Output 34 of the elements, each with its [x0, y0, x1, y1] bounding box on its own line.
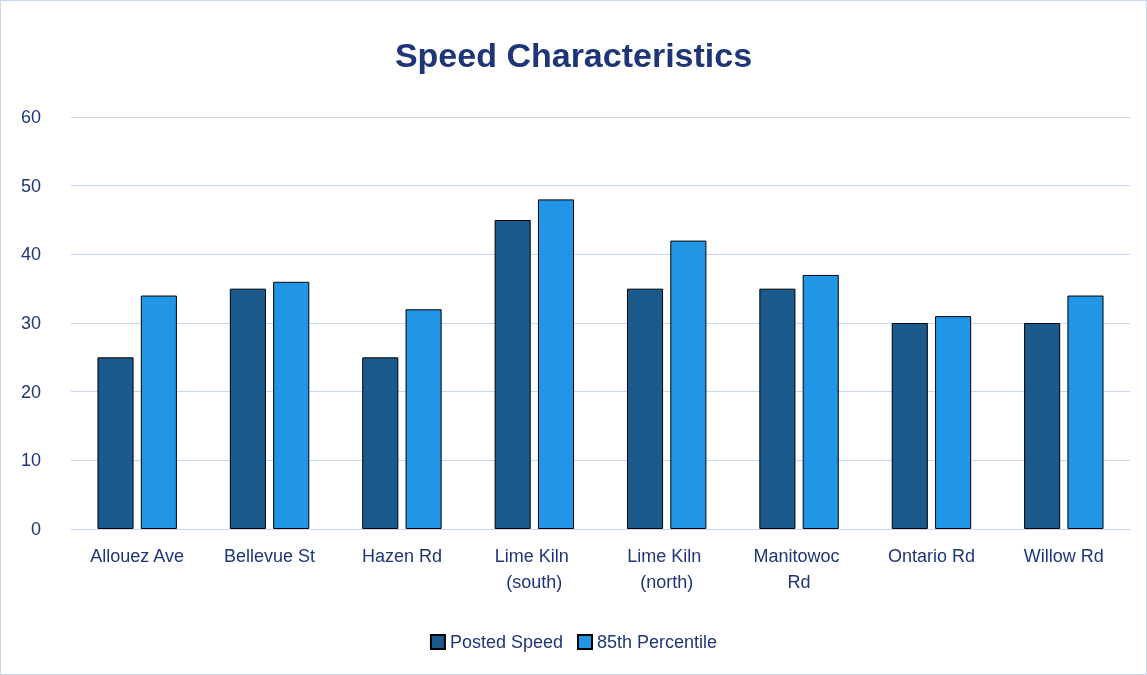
x-tick-label: Lime Kiln (north)	[627, 546, 707, 592]
bar	[1024, 323, 1061, 529]
x-tick-label: Allouez Ave	[90, 546, 185, 566]
bar	[891, 323, 928, 529]
bar	[229, 288, 266, 529]
y-tick-label: 10	[20, 450, 41, 471]
bar	[670, 240, 707, 529]
x-tick-label: Hazen Rd	[361, 546, 442, 566]
bar	[1067, 295, 1104, 529]
bar	[759, 288, 796, 529]
bar	[140, 295, 177, 529]
bar	[362, 357, 399, 529]
x-tick-label: Lime Kiln (south)	[494, 546, 574, 592]
x-tick-label: Ontario Rd	[887, 546, 975, 566]
y-tick-label: 60	[20, 107, 41, 127]
y-tick-label: 0	[30, 519, 41, 539]
bar	[273, 281, 310, 529]
legend-label: Posted Speed	[449, 632, 564, 652]
legend-label: 85th Percentile	[597, 632, 718, 652]
bar	[537, 199, 575, 529]
x-tick-label: Manitowoc Rd	[753, 546, 845, 592]
bar	[935, 316, 972, 529]
bar	[802, 274, 839, 529]
bar	[626, 288, 664, 529]
y-tick-label: 50	[20, 175, 41, 196]
chart-title: Speed Characteristics	[394, 36, 753, 74]
bar	[405, 309, 442, 529]
x-tick-label: Willow Rd	[1023, 546, 1104, 566]
y-tick-label: 40	[20, 244, 41, 265]
x-tick-label: Bellevue St	[224, 546, 316, 566]
y-tick-label: 30	[20, 313, 41, 333]
bar	[494, 220, 531, 529]
bar	[97, 357, 134, 529]
y-tick-label: 20	[20, 381, 41, 402]
